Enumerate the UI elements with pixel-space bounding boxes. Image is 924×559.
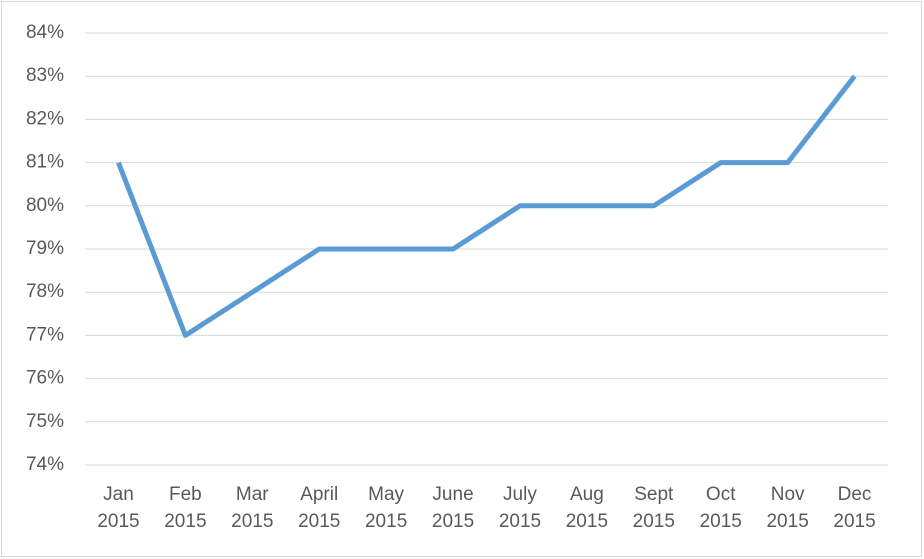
y-tick-label: 74% [26, 454, 64, 475]
x-tick-label: June 2015 [431, 484, 475, 532]
x-tick-label: Nov 2015 [766, 484, 809, 532]
y-tick-label: 76% [26, 368, 64, 389]
x-tick-label: July 2015 [498, 484, 542, 532]
x-tick-label: April 2015 [298, 484, 341, 532]
y-tick-label: 82% [26, 108, 64, 129]
x-tick-label: Mar 2015 [231, 484, 274, 532]
y-tick-label: 83% [26, 65, 64, 86]
x-tick-label: Jan 2015 [97, 484, 140, 532]
y-tick-label: 79% [26, 238, 64, 259]
x-tick-label: Feb 2015 [164, 484, 207, 532]
x-tick-label: May 2015 [364, 484, 408, 532]
y-tick-label: 84% [26, 22, 64, 43]
y-tick-label: 81% [26, 152, 64, 173]
y-tick-label: 75% [26, 411, 64, 432]
line-series [116, 74, 857, 338]
y-tick-label: 77% [26, 324, 64, 345]
x-tick-label: Oct 2015 [699, 484, 742, 532]
y-tick-label: 78% [26, 281, 64, 302]
y-tick-label: 80% [26, 195, 64, 216]
x-tick-label: Aug 2015 [565, 484, 609, 532]
x-tick-label: Sept 2015 [632, 484, 675, 532]
x-tick-label: Dec 2015 [833, 484, 876, 532]
